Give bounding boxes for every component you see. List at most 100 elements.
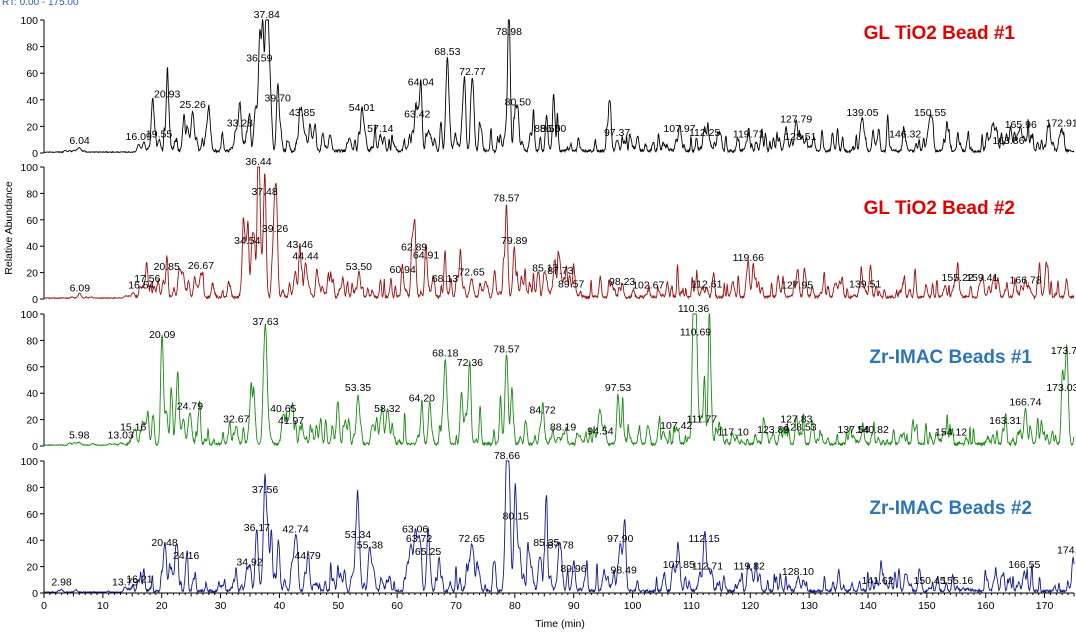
peak-label: 55.38: [357, 539, 383, 551]
x-tick-label: 10: [97, 600, 109, 612]
peak-label: 20.48: [151, 537, 177, 549]
peak-label: 36.17: [244, 522, 270, 534]
y-tick-label: 80: [26, 42, 38, 54]
chromatogram-trace: [43, 313, 1075, 448]
peak-label: 72.65: [458, 267, 484, 279]
peak-label: 111.77: [687, 414, 718, 426]
peak-label: 72.65: [458, 533, 484, 545]
y-tick-label: 80: [26, 188, 38, 200]
peak-label: 20.09: [149, 329, 175, 341]
peak-label: 166.55: [1008, 559, 1040, 571]
peak-label: 112.71: [692, 561, 723, 573]
y-tick-label: 20: [26, 121, 38, 133]
peak-label: 20.93: [154, 88, 180, 100]
peak-label: 25.26: [180, 99, 206, 111]
y-tick-label: 20: [26, 562, 38, 574]
panel-title: Zr-IMAC Beads #2: [869, 498, 1032, 519]
peak-label: 85.50: [534, 123, 560, 135]
peak-label: 110.69: [680, 326, 711, 338]
peak-label: 123.89: [757, 424, 789, 436]
peak-label: 44.44: [292, 251, 318, 263]
x-tick-label: 150: [918, 600, 936, 612]
peak-label: 119.71: [733, 128, 764, 140]
x-axis-title: Time (min): [535, 618, 585, 630]
peak-label: 112.61: [691, 278, 722, 290]
y-tick-label: 40: [26, 535, 38, 547]
peak-label: 13.03: [108, 429, 134, 441]
peak-label: 5.98: [69, 429, 90, 441]
peak-label: 85.17: [532, 263, 558, 275]
peak-label: 163.86: [992, 135, 1024, 147]
peak-label: 16.54: [128, 280, 154, 292]
peak-label: 37.63: [252, 316, 278, 328]
peak-label: 165.96: [1005, 119, 1037, 131]
x-tick-label: 30: [215, 600, 227, 612]
peak-label: 128.53: [784, 421, 816, 433]
chromatogram-trace: [43, 166, 1075, 301]
peak-label: 89.57: [558, 278, 584, 290]
y-tick-label: 40: [26, 95, 38, 107]
y-axis-title: Relative Abundance: [3, 181, 15, 275]
peak-label: 139.05: [846, 107, 878, 119]
peak-label: 16.21: [126, 574, 152, 586]
peak-label: 53.35: [345, 382, 371, 394]
x-tick-label: 100: [624, 600, 642, 612]
peak-label: 6.09: [70, 282, 91, 294]
x-tick-label: 160: [977, 600, 995, 612]
y-tick-label: 0: [32, 588, 38, 600]
x-tick-label: 0: [41, 600, 47, 612]
peak-label: 63.42: [404, 108, 430, 120]
panel-title: Zr-IMAC Beads #1: [869, 347, 1032, 368]
peak-label: 127.95: [781, 280, 813, 292]
x-tick-label: 140: [859, 600, 877, 612]
peak-label: 119.82: [734, 561, 765, 573]
panel-title: GL TiO2 Bead #1: [864, 23, 1016, 44]
peak-label: 63.72: [406, 533, 432, 545]
peak-label: 17.56: [134, 273, 160, 285]
peak-label: 174.85: [1057, 545, 1076, 557]
peak-label: 87.78: [548, 539, 574, 551]
peak-label: 84.72: [529, 404, 555, 416]
x-tick-label: 60: [391, 600, 403, 612]
peak-label: 166.78: [1010, 274, 1042, 286]
peak-label: 94.54: [587, 425, 613, 437]
peak-label: 150.45: [913, 575, 945, 587]
peak-label: 127.79: [780, 114, 812, 126]
peak-label: 86.50: [540, 123, 566, 135]
peak-label: 89.96: [560, 563, 586, 575]
peak-label: 87.73: [547, 265, 573, 277]
peak-label: 36.44: [245, 156, 271, 168]
peak-label: 107.85: [663, 559, 695, 571]
peak-label: 107.42: [660, 420, 692, 432]
x-tick-label: 130: [800, 600, 818, 612]
peak-label: 32.67: [223, 414, 249, 426]
peak-label: 128.10: [782, 566, 814, 578]
peak-label: 98.23: [609, 276, 635, 288]
peak-label: 78.66: [494, 450, 520, 462]
y-tick-label: 20: [26, 268, 38, 280]
peak-label: 80.15: [503, 510, 529, 522]
peak-label: 139.51: [849, 278, 881, 290]
peak-label: 150.55: [914, 107, 946, 119]
peak-label: 39.26: [262, 223, 288, 235]
peak-label: 43.85: [289, 107, 315, 119]
y-tick-label: 100: [20, 309, 38, 321]
peak-label: 24.79: [177, 400, 203, 412]
peak-label: 53.50: [346, 261, 372, 273]
peak-label: 127.83: [780, 414, 812, 426]
peak-label: 146.32: [889, 128, 921, 140]
peak-label: 64.91: [413, 249, 439, 261]
peak-label: 166.74: [1009, 396, 1041, 408]
peak-label: 97.37: [604, 127, 630, 139]
peak-label: 137.54: [837, 424, 869, 436]
peak-label: 36.59: [246, 53, 272, 65]
peak-label: 37.84: [254, 9, 280, 21]
y-tick-label: 80: [26, 482, 38, 494]
peak-label: 34.92: [236, 557, 262, 569]
peak-label: 88.19: [550, 421, 576, 433]
peak-label: 33.28: [227, 118, 253, 130]
